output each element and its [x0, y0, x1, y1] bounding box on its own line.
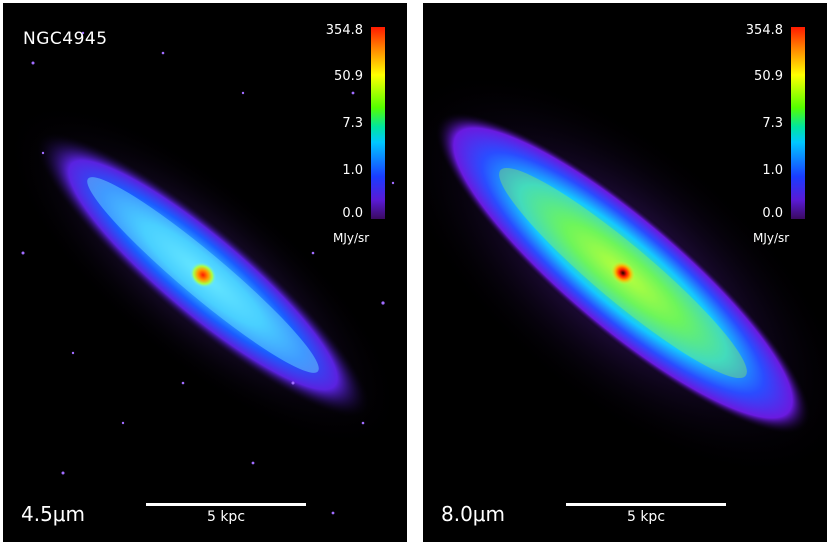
colorbar-tick-2: 50.9 [334, 69, 363, 84]
scale-bar [146, 503, 306, 506]
colorbar-tick-3: 7.3 [342, 116, 363, 131]
colorbar-tick-4: 1.0 [342, 163, 363, 178]
colorbar [371, 27, 385, 219]
colorbar-tick-max: 354.8 [745, 23, 783, 38]
band-label: 4.5μm [21, 502, 86, 526]
colorbar-tick-max: 354.8 [325, 23, 363, 38]
colorbar-tick-min: 0.0 [342, 206, 363, 221]
galaxy-image-8-0um [423, 67, 827, 479]
scale-bar [566, 503, 726, 506]
colorbar-unit: MJy/sr [753, 231, 790, 245]
band-label: 8.0μm [441, 502, 506, 526]
image-panel-8-0um: 354.8 50.9 7.3 1.0 0.0 MJy/sr 5 kpc 8.0μ… [423, 3, 827, 542]
galaxy-image-4-5um [3, 31, 404, 515]
image-panel-4-5um: NGC4945 354.8 50.9 7.3 1.0 0.0 MJy/sr 5 … [3, 3, 407, 542]
galaxy-name-label: NGC4945 [23, 29, 108, 49]
colorbar-unit: MJy/sr [333, 231, 370, 245]
colorbar [791, 27, 805, 219]
scale-bar-label: 5 kpc [206, 509, 246, 525]
scale-bar-label: 5 kpc [626, 509, 666, 525]
colorbar-tick-min: 0.0 [762, 206, 783, 221]
colorbar-tick-3: 7.3 [762, 116, 783, 131]
colorbar-tick-2: 50.9 [754, 69, 783, 84]
colorbar-tick-4: 1.0 [762, 163, 783, 178]
